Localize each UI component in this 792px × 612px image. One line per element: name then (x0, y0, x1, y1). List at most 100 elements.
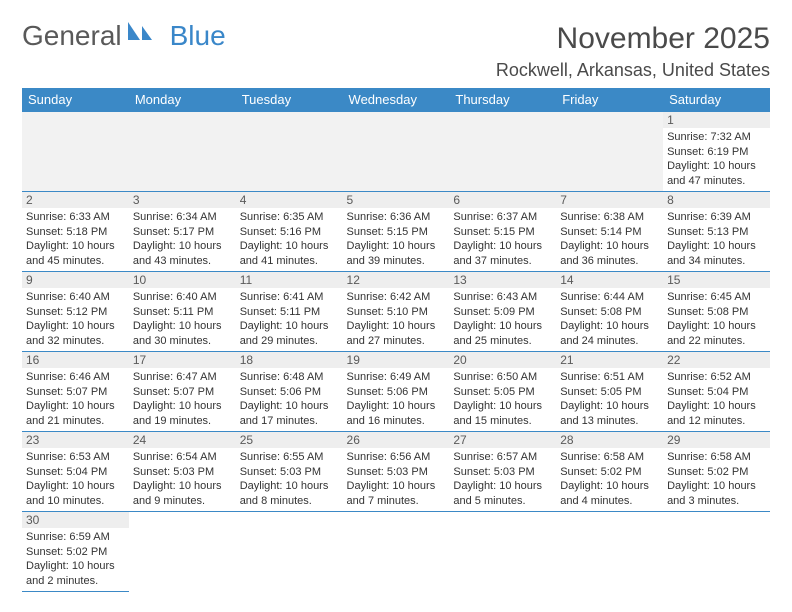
day-detail: Sunrise: 6:42 AMSunset: 5:10 PMDaylight:… (347, 290, 446, 348)
calendar-cell: 4Sunrise: 6:35 AMSunset: 5:16 PMDaylight… (236, 192, 343, 272)
calendar-body: 1 Sunrise: 7:32 AMSunset: 6:19 PMDaylight… (22, 112, 770, 592)
calendar-cell: 20 Sunrise: 6:50 AMSunset: 5:05 PMDayligh… (449, 352, 556, 432)
calendar-row: 16Sunrise: 6:46 AMSunset: 5:07 PMDayligh… (22, 352, 770, 432)
day-number: 17 (129, 352, 236, 368)
calendar-cell: 29 Sunrise: 6:58 AMSunset: 5:02 PMDayligh… (663, 432, 770, 512)
day-header: Saturday (663, 88, 770, 112)
month-title: November 2025 (496, 22, 770, 56)
calendar-cell: 23 Sunrise: 6:53 AMSunset: 5:04 PMDayligh… (22, 432, 129, 512)
calendar-cell: 6 Sunrise: 6:37 AMSunset: 5:15 PMDaylight… (449, 192, 556, 272)
day-detail: Sunrise: 6:54 AMSunset: 5:03 PMDaylight:… (133, 450, 232, 508)
day-header: Monday (129, 88, 236, 112)
day-detail: Sunrise: 6:58 AMSunset: 5:02 PMDaylight:… (667, 450, 766, 508)
title-block: November 2025 Rockwell, Arkansas, United… (496, 22, 770, 81)
day-detail: Sunrise: 7:32 AMSunset: 6:19 PMDaylight:… (667, 130, 766, 188)
calendar-cell (449, 112, 556, 192)
calendar-cell (236, 512, 343, 592)
calendar-cell (236, 112, 343, 192)
calendar-cell (556, 512, 663, 592)
calendar-row: 23 Sunrise: 6:53 AMSunset: 5:04 PMDayligh… (22, 432, 770, 512)
day-detail: Sunrise: 6:40 AMSunset: 5:12 PMDaylight:… (26, 290, 125, 348)
calendar-cell: 1 Sunrise: 7:32 AMSunset: 6:19 PMDaylight… (663, 112, 770, 192)
calendar-cell: 2Sunrise: 6:33 AMSunset: 5:18 PMDaylight… (22, 192, 129, 272)
day-number: 20 (449, 352, 556, 368)
calendar-cell (556, 112, 663, 192)
day-number: 19 (343, 352, 450, 368)
day-detail: Sunrise: 6:44 AMSunset: 5:08 PMDaylight:… (560, 290, 659, 348)
calendar-cell: 14 Sunrise: 6:44 AMSunset: 5:08 PMDayligh… (556, 272, 663, 352)
calendar-cell: 8Sunrise: 6:39 AMSunset: 5:13 PMDaylight… (663, 192, 770, 272)
calendar-cell: 15 Sunrise: 6:45 AMSunset: 5:08 PMDayligh… (663, 272, 770, 352)
day-detail: Sunrise: 6:35 AMSunset: 5:16 PMDaylight:… (240, 210, 339, 268)
day-detail: Sunrise: 6:51 AMSunset: 5:05 PMDaylight:… (560, 370, 659, 428)
day-header: Sunday (22, 88, 129, 112)
calendar-cell: 30Sunrise: 6:59 AMSunset: 5:02 PMDayligh… (22, 512, 129, 592)
calendar-cell (449, 512, 556, 592)
day-number: 1 (663, 112, 770, 128)
calendar-cell: 22Sunrise: 6:52 AMSunset: 5:04 PMDayligh… (663, 352, 770, 432)
day-detail: Sunrise: 6:37 AMSunset: 5:15 PMDaylight:… (453, 210, 552, 268)
calendar-cell (129, 112, 236, 192)
calendar-table: SundayMondayTuesdayWednesdayThursdayFrid… (22, 88, 770, 592)
day-number: 29 (663, 432, 770, 448)
day-detail: Sunrise: 6:46 AMSunset: 5:07 PMDaylight:… (26, 370, 125, 428)
day-number: 25 (236, 432, 343, 448)
location-subtitle: Rockwell, Arkansas, United States (496, 60, 770, 81)
calendar-cell: 21 Sunrise: 6:51 AMSunset: 5:05 PMDayligh… (556, 352, 663, 432)
day-detail: Sunrise: 6:41 AMSunset: 5:11 PMDaylight:… (240, 290, 339, 348)
day-detail: Sunrise: 6:49 AMSunset: 5:06 PMDaylight:… (347, 370, 446, 428)
calendar-cell: 10 Sunrise: 6:40 AMSunset: 5:11 PMDayligh… (129, 272, 236, 352)
calendar-cell (343, 512, 450, 592)
day-number: 9 (22, 272, 129, 288)
day-number: 23 (22, 432, 129, 448)
calendar-cell: 5Sunrise: 6:36 AMSunset: 5:15 PMDaylight… (343, 192, 450, 272)
calendar-row: 1 Sunrise: 7:32 AMSunset: 6:19 PMDaylight… (22, 112, 770, 192)
day-detail: Sunrise: 6:38 AMSunset: 5:14 PMDaylight:… (560, 210, 659, 268)
calendar-cell: 26 Sunrise: 6:56 AMSunset: 5:03 PMDayligh… (343, 432, 450, 512)
day-number: 10 (129, 272, 236, 288)
calendar-cell (129, 512, 236, 592)
day-number: 24 (129, 432, 236, 448)
day-number: 21 (556, 352, 663, 368)
day-number: 14 (556, 272, 663, 288)
calendar-cell: 3Sunrise: 6:34 AMSunset: 5:17 PMDaylight… (129, 192, 236, 272)
day-detail: Sunrise: 6:57 AMSunset: 5:03 PMDaylight:… (453, 450, 552, 508)
calendar-cell: 25 Sunrise: 6:55 AMSunset: 5:03 PMDayligh… (236, 432, 343, 512)
day-header: Tuesday (236, 88, 343, 112)
day-header: Wednesday (343, 88, 450, 112)
brand-logo: General Blue (22, 22, 226, 50)
day-detail: Sunrise: 6:36 AMSunset: 5:15 PMDaylight:… (347, 210, 446, 268)
page: General Blue November 2025 Rockwell, Ark… (22, 22, 770, 602)
calendar-cell: 16Sunrise: 6:46 AMSunset: 5:07 PMDayligh… (22, 352, 129, 432)
day-number: 15 (663, 272, 770, 288)
calendar-cell: 18Sunrise: 6:48 AMSunset: 5:06 PMDayligh… (236, 352, 343, 432)
sail-icon (126, 20, 156, 42)
calendar-row: 9 Sunrise: 6:40 AMSunset: 5:12 PMDaylight… (22, 272, 770, 352)
day-number: 12 (343, 272, 450, 288)
day-number: 6 (449, 192, 556, 208)
day-detail: Sunrise: 6:52 AMSunset: 5:04 PMDaylight:… (667, 370, 766, 428)
day-detail: Sunrise: 6:50 AMSunset: 5:05 PMDaylight:… (453, 370, 552, 428)
day-detail: Sunrise: 6:40 AMSunset: 5:11 PMDaylight:… (133, 290, 232, 348)
day-detail: Sunrise: 6:59 AMSunset: 5:02 PMDaylight:… (26, 530, 125, 588)
day-detail: Sunrise: 6:56 AMSunset: 5:03 PMDaylight:… (347, 450, 446, 508)
day-header: Thursday (449, 88, 556, 112)
day-number: 7 (556, 192, 663, 208)
calendar-cell (343, 112, 450, 192)
day-detail: Sunrise: 6:45 AMSunset: 5:08 PMDaylight:… (667, 290, 766, 348)
calendar-cell: 28Sunrise: 6:58 AMSunset: 5:02 PMDayligh… (556, 432, 663, 512)
day-detail: Sunrise: 6:33 AMSunset: 5:18 PMDaylight:… (26, 210, 125, 268)
day-number: 26 (343, 432, 450, 448)
brand-left: General (22, 22, 122, 50)
day-number: 28 (556, 432, 663, 448)
day-detail: Sunrise: 6:39 AMSunset: 5:13 PMDaylight:… (667, 210, 766, 268)
day-detail: Sunrise: 6:53 AMSunset: 5:04 PMDaylight:… (26, 450, 125, 508)
calendar-cell: 13Sunrise: 6:43 AMSunset: 5:09 PMDayligh… (449, 272, 556, 352)
day-detail: Sunrise: 6:55 AMSunset: 5:03 PMDaylight:… (240, 450, 339, 508)
day-detail: Sunrise: 6:48 AMSunset: 5:06 PMDaylight:… (240, 370, 339, 428)
calendar-row: 30Sunrise: 6:59 AMSunset: 5:02 PMDayligh… (22, 512, 770, 592)
day-number: 11 (236, 272, 343, 288)
calendar-cell (663, 512, 770, 592)
calendar-cell: 9 Sunrise: 6:40 AMSunset: 5:12 PMDaylight… (22, 272, 129, 352)
day-number: 13 (449, 272, 556, 288)
